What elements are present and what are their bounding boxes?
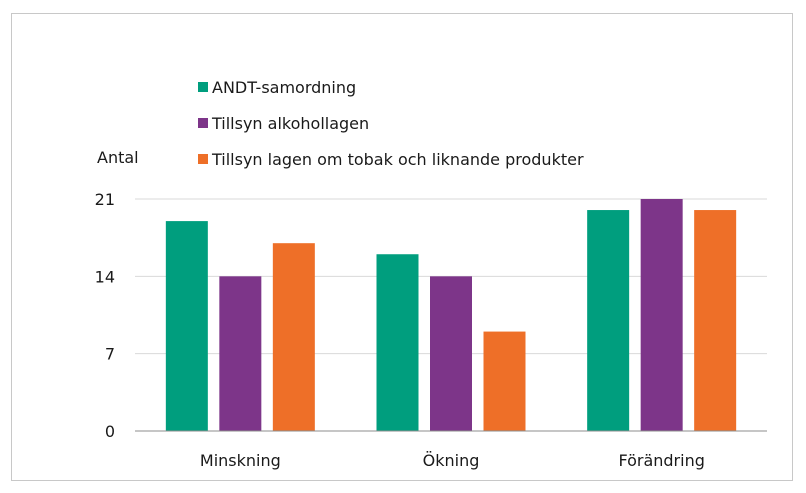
bar-3-1 xyxy=(272,243,315,431)
x-tick-label: Förändring xyxy=(618,451,704,470)
legend-swatch xyxy=(198,118,208,128)
x-tick-labels: Minskning Ökning Förändring xyxy=(200,451,705,470)
legend-label: ANDT-samordning xyxy=(212,78,356,97)
bar-2-3 xyxy=(640,199,683,431)
legend: ANDT-samordning Tillsyn alkohollagen Tills… xyxy=(198,78,584,169)
y-tick-labels: 0 7 14 21 xyxy=(95,190,115,441)
legend-label: Tillsyn lagen om tobak och liknande prod… xyxy=(211,150,584,169)
x-tick-label: Ökning xyxy=(423,451,480,470)
bars xyxy=(165,199,737,431)
bar-1-1 xyxy=(165,221,208,431)
bar-1-3 xyxy=(587,210,630,431)
y-tick-label: 14 xyxy=(95,267,115,286)
y-tick-label: 21 xyxy=(95,190,115,209)
y-tick-label: 7 xyxy=(105,345,115,364)
bar-3-2 xyxy=(483,331,526,431)
x-tick-label: Minskning xyxy=(200,451,281,470)
legend-label: Tillsyn alkohollagen xyxy=(211,114,369,133)
bar-2-1 xyxy=(219,276,262,431)
y-tick-label: 0 xyxy=(105,422,115,441)
bar-3-3 xyxy=(694,210,737,431)
legend-swatch xyxy=(198,154,208,164)
y-axis-label: Antal xyxy=(97,148,139,167)
bar-1-2 xyxy=(376,254,419,431)
bar-2-2 xyxy=(430,276,472,431)
legend-swatch xyxy=(198,82,208,92)
